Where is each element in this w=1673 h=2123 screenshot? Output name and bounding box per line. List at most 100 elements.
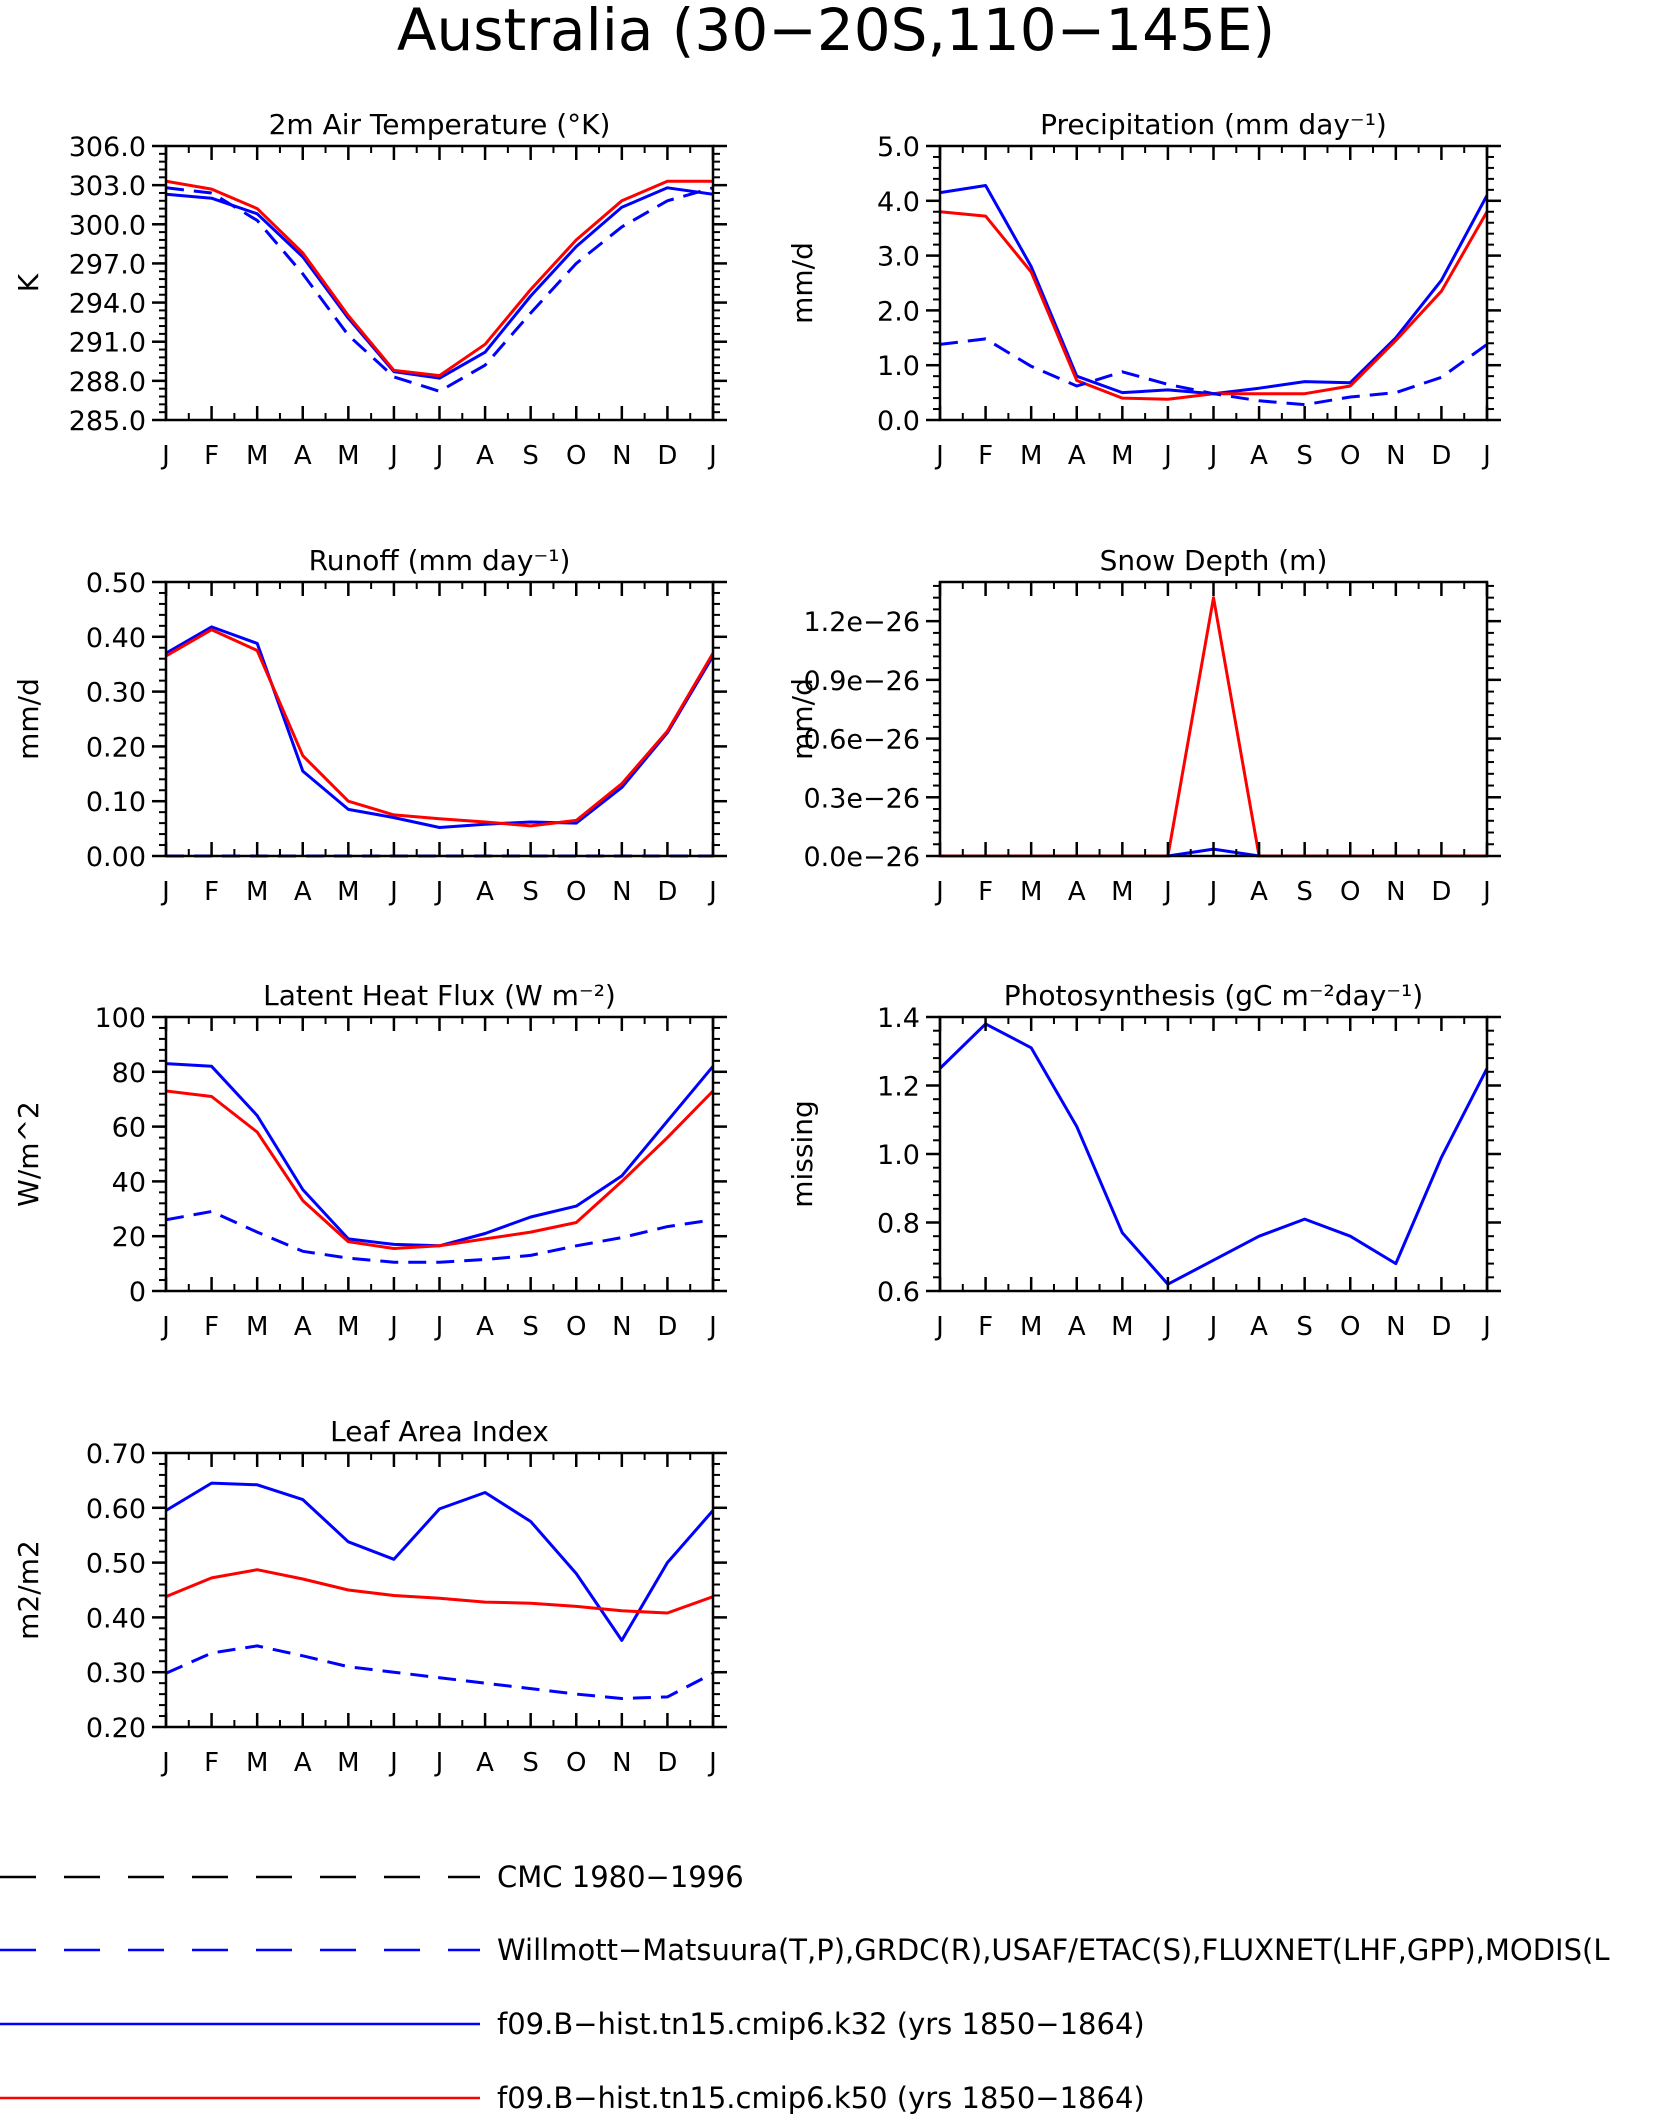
series-line-k50 bbox=[166, 1568, 713, 1615]
x-tick-label: J bbox=[707, 877, 717, 907]
x-tick-label: S bbox=[522, 1748, 539, 1778]
y-tick-label: 285.0 bbox=[69, 406, 146, 437]
x-tick-label: J bbox=[388, 1748, 398, 1778]
y-axis-label: mm/d bbox=[786, 242, 819, 324]
x-tick-label: J bbox=[1481, 877, 1491, 907]
series-line-k32 bbox=[166, 625, 713, 829]
y-tick-label: 0.50 bbox=[86, 568, 146, 599]
x-tick-label: D bbox=[1431, 877, 1451, 907]
legend: CMC 1980−1996 Willmott−Matsuura(T,P),GRDC… bbox=[0, 1860, 1610, 2115]
x-tick-label: N bbox=[612, 1748, 631, 1778]
y-tick-label: 100 bbox=[94, 1003, 146, 1034]
x-tick-label: J bbox=[160, 877, 170, 907]
y-tick-label: 297.0 bbox=[69, 249, 146, 280]
x-tick-label: J bbox=[434, 1312, 444, 1342]
y-tick-label: 0 bbox=[129, 1277, 146, 1308]
series-line-k32 bbox=[940, 1022, 1487, 1286]
series-line-k50 bbox=[166, 628, 713, 828]
y-tick-label: 20 bbox=[112, 1222, 146, 1253]
x-tick-label: N bbox=[1386, 441, 1405, 471]
x-tick-label: N bbox=[1386, 1312, 1405, 1342]
x-tick-label: J bbox=[434, 1748, 444, 1778]
y-tick-label: 0.40 bbox=[86, 1603, 146, 1634]
x-tick-label: O bbox=[566, 1312, 586, 1342]
y-tick-label: 291.0 bbox=[69, 328, 146, 359]
y-tick-label: 306.0 bbox=[69, 132, 146, 163]
y-tick-label: 0.00 bbox=[86, 842, 146, 873]
y-tick-label: 0.0 bbox=[877, 406, 920, 437]
y-tick-label: 288.0 bbox=[69, 367, 146, 398]
x-tick-label: S bbox=[522, 1312, 539, 1342]
x-tick-label: F bbox=[204, 441, 219, 471]
x-tick-label: O bbox=[1340, 877, 1360, 907]
plot-frame bbox=[938, 144, 1489, 422]
x-tick-label: O bbox=[1340, 1312, 1360, 1342]
y-tick-label: 0.9e−26 bbox=[803, 666, 920, 697]
y-axis-label: mm/d bbox=[786, 678, 819, 760]
x-tick-label: N bbox=[612, 877, 631, 907]
y-tick-label: 4.0 bbox=[877, 187, 920, 218]
x-tick-label: M bbox=[246, 1748, 268, 1778]
y-axis-label: W/m^2 bbox=[12, 1101, 45, 1207]
x-tick-label: J bbox=[1162, 1312, 1172, 1342]
x-tick-label: O bbox=[566, 877, 586, 907]
x-tick-label: A bbox=[1068, 1312, 1086, 1342]
y-tick-label: 300.0 bbox=[69, 210, 146, 241]
figure-title: Australia (30−20S,110−145E) bbox=[397, 0, 1275, 64]
y-tick-label: 0.10 bbox=[86, 787, 146, 818]
y-tick-label: 294.0 bbox=[69, 289, 146, 320]
panel-6: J F M A M J J A S O N D J0.60.81.01.21.4Photosynthes… bbox=[786, 979, 1501, 1342]
x-tick-label: O bbox=[566, 441, 586, 471]
x-tick-label: S bbox=[522, 877, 539, 907]
panel-title: Photosynthesis (gC m⁻²day⁻¹) bbox=[1004, 979, 1423, 1012]
panel-title: 2m Air Temperature (°K) bbox=[269, 108, 611, 141]
plot-frame bbox=[164, 580, 715, 858]
x-tick-label: J bbox=[1208, 877, 1218, 907]
x-tick-label: J bbox=[1162, 441, 1172, 471]
x-tick-label: A bbox=[294, 1312, 312, 1342]
x-tick-label: A bbox=[1068, 441, 1086, 471]
x-tick-label: D bbox=[657, 1748, 677, 1778]
plot-frame bbox=[938, 1015, 1489, 1293]
series-line-obs bbox=[166, 1644, 713, 1700]
y-tick-label: 0.60 bbox=[86, 1494, 146, 1525]
x-tick-label: F bbox=[204, 1748, 219, 1778]
y-tick-label: 0.50 bbox=[86, 1549, 146, 1580]
y-tick-label: 303.0 bbox=[69, 171, 146, 202]
x-tick-label: A bbox=[1250, 1312, 1268, 1342]
x-tick-label: A bbox=[476, 441, 494, 471]
y-tick-label: 80 bbox=[112, 1058, 146, 1089]
series-line-k32 bbox=[166, 1062, 713, 1248]
series-line-obs bbox=[940, 337, 1487, 407]
y-tick-label: 1.4 bbox=[877, 1003, 920, 1034]
x-tick-label: M bbox=[337, 1748, 359, 1778]
y-tick-label: 60 bbox=[112, 1113, 146, 1144]
x-tick-label: J bbox=[388, 877, 398, 907]
x-tick-label: D bbox=[657, 877, 677, 907]
y-tick-label: 0.30 bbox=[86, 678, 146, 709]
panel-7: J F M A M J J A S O N D J0.200.300.400.500.600.70Lea… bbox=[12, 1415, 727, 1778]
x-tick-label: M bbox=[1020, 441, 1042, 471]
x-tick-label: M bbox=[1020, 1312, 1042, 1342]
y-axis-label: mm/d bbox=[12, 678, 45, 760]
x-tick-label: A bbox=[1068, 877, 1086, 907]
x-tick-label: A bbox=[1250, 441, 1268, 471]
x-tick-label: A bbox=[476, 1312, 494, 1342]
legend-label-1: CMC 1980−1996 bbox=[497, 1860, 744, 1894]
x-tick-label: F bbox=[978, 1312, 993, 1342]
y-tick-label: 0.6e−26 bbox=[803, 725, 920, 756]
series-line-k32 bbox=[166, 186, 713, 380]
x-tick-label: M bbox=[337, 877, 359, 907]
x-tick-label: J bbox=[707, 1748, 717, 1778]
x-tick-label: M bbox=[246, 877, 268, 907]
y-tick-label: 0.70 bbox=[86, 1439, 146, 1470]
x-tick-label: J bbox=[434, 877, 444, 907]
x-tick-label: M bbox=[1020, 877, 1042, 907]
x-tick-label: M bbox=[337, 441, 359, 471]
x-tick-label: J bbox=[1208, 441, 1218, 471]
legend-label-3: f09.B−hist.tn15.cmip6.k32 (yrs 1850−1864… bbox=[497, 2007, 1145, 2041]
y-tick-label: 0.40 bbox=[86, 623, 146, 654]
plot-frame bbox=[938, 580, 1489, 858]
legend-label-2: Willmott−Matsuura(T,P),GRDC(R),USAF/ETAC… bbox=[497, 1933, 1610, 1967]
